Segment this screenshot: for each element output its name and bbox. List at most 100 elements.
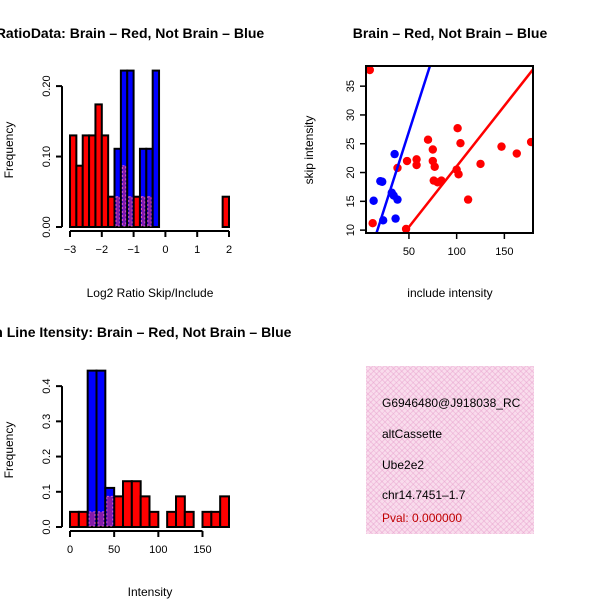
red-point xyxy=(526,137,533,147)
red-point xyxy=(423,135,433,144)
blue-point xyxy=(378,177,387,186)
blue-point xyxy=(369,196,378,205)
overlap-bar xyxy=(106,495,114,527)
y-tick-label: 0.1 xyxy=(41,484,53,499)
red-point xyxy=(437,176,446,185)
blue-bar xyxy=(86,369,98,529)
red-point xyxy=(402,156,412,166)
blue-point xyxy=(378,216,388,225)
red-point xyxy=(368,219,377,228)
red-point xyxy=(454,170,463,179)
ratio-histogram: RatioData: Brain – Red, Not Brain – Blue… xyxy=(0,25,264,300)
y-tick-label: 0.0 xyxy=(41,519,53,534)
blue-fit-line xyxy=(375,66,432,233)
chart-title: RatioData: Brain – Red, Not Brain – Blue xyxy=(0,25,264,41)
red-point xyxy=(456,138,465,148)
y-tick-label: 35 xyxy=(345,80,357,92)
plot-area xyxy=(366,66,533,233)
overlap-bar xyxy=(140,196,146,227)
red-point xyxy=(463,195,473,204)
red-bar xyxy=(130,480,142,528)
genomic-location: chr14.7451–1.7 xyxy=(382,488,466,502)
chart-title: Exon Line Itensity: Brain – Red, Not Bra… xyxy=(0,324,292,340)
red-point xyxy=(412,160,421,170)
pval-text: Pval: 0.000000 xyxy=(382,511,463,525)
overlap-bar xyxy=(121,165,127,227)
red-bar xyxy=(175,495,186,528)
blue-point xyxy=(390,149,399,159)
x-tick-label: 50 xyxy=(108,544,120,556)
red-point xyxy=(401,224,411,233)
y-tick-label: 15 xyxy=(345,195,357,207)
y-tick-label: 0.00 xyxy=(41,216,53,237)
red-bar xyxy=(210,510,222,529)
y-tick-label: 10 xyxy=(345,224,357,236)
chart-title: Brain – Red, Not Brain – Blue xyxy=(353,25,548,41)
red-bar xyxy=(69,510,80,529)
y-tick-label: 0.4 xyxy=(41,378,53,393)
red-point xyxy=(497,142,506,151)
red-bar xyxy=(201,510,213,529)
overlap-bar xyxy=(115,196,120,227)
red-point xyxy=(428,145,437,154)
event-type: altCassette xyxy=(382,427,443,441)
blue-bar xyxy=(151,69,161,228)
red-point xyxy=(476,159,485,169)
red-bar xyxy=(166,510,178,529)
x-tick-label: −1 xyxy=(127,244,140,256)
y-axis-label: Frequency xyxy=(2,422,16,479)
red-bar xyxy=(148,510,160,529)
probe-id: G6946480@J918038_RC xyxy=(382,396,521,410)
red-fit-line xyxy=(403,68,533,233)
red-bar xyxy=(221,195,230,228)
x-tick-label: 150 xyxy=(495,246,513,258)
x-tick-label: −3 xyxy=(64,244,77,256)
x-axis-label: include intensity xyxy=(407,286,492,300)
x-tick-label: 100 xyxy=(149,544,167,556)
red-bar xyxy=(219,495,231,528)
y-axis-label: skip intensity xyxy=(302,116,316,185)
y-tick-label: 0.20 xyxy=(41,75,53,96)
x-axis-label: Log2 Ratio Skip/Include xyxy=(87,286,214,300)
y-tick-label: 0.2 xyxy=(41,449,53,464)
intensity-histogram: Exon Line Itensity: Brain – Red, Not Bra… xyxy=(0,324,292,599)
x-axis-label: Intensity xyxy=(128,585,173,599)
overlap-bar xyxy=(88,511,96,527)
red-bar xyxy=(122,480,133,528)
red-bar xyxy=(100,134,110,228)
y-tick-label: 30 xyxy=(345,109,357,121)
y-tick-label: 25 xyxy=(345,138,357,150)
x-tick-label: 0 xyxy=(162,244,168,256)
red-point xyxy=(430,162,439,171)
x-tick-label: 50 xyxy=(403,246,415,258)
overlap-bar xyxy=(128,196,133,227)
blue-point xyxy=(393,195,402,204)
overlap-bar xyxy=(147,196,152,227)
x-tick-label: 2 xyxy=(226,244,232,256)
overlap-bar xyxy=(97,511,105,527)
red-bar xyxy=(113,495,124,528)
x-tick-label: 1 xyxy=(194,244,200,256)
y-tick-label: 20 xyxy=(345,166,357,178)
red-point xyxy=(366,66,375,75)
y-tick-label: 0.3 xyxy=(41,414,53,429)
plot-frame xyxy=(365,65,534,234)
red-bar xyxy=(77,510,89,529)
blue-bar xyxy=(95,369,107,529)
red-bar xyxy=(183,510,195,529)
red-point xyxy=(412,155,421,164)
y-axis-label: Frequency xyxy=(2,122,16,179)
blue-point xyxy=(391,214,400,223)
intensity-scatter: Brain – Red, Not Brain – Blue 50 100 150 10 1… xyxy=(302,25,547,300)
info-panel: G6946480@J918038_RC altCassette Ube2e2 c… xyxy=(366,366,534,534)
red-bar xyxy=(139,495,151,528)
x-tick-label: 0 xyxy=(67,544,73,556)
blue-bar xyxy=(126,69,135,228)
x-tick-label: −2 xyxy=(96,244,109,256)
x-tick-label: 150 xyxy=(193,544,211,556)
y-tick-label: 0.10 xyxy=(41,146,53,167)
x-tick-label: 100 xyxy=(447,246,465,258)
red-point xyxy=(512,149,521,158)
red-point xyxy=(453,123,462,133)
